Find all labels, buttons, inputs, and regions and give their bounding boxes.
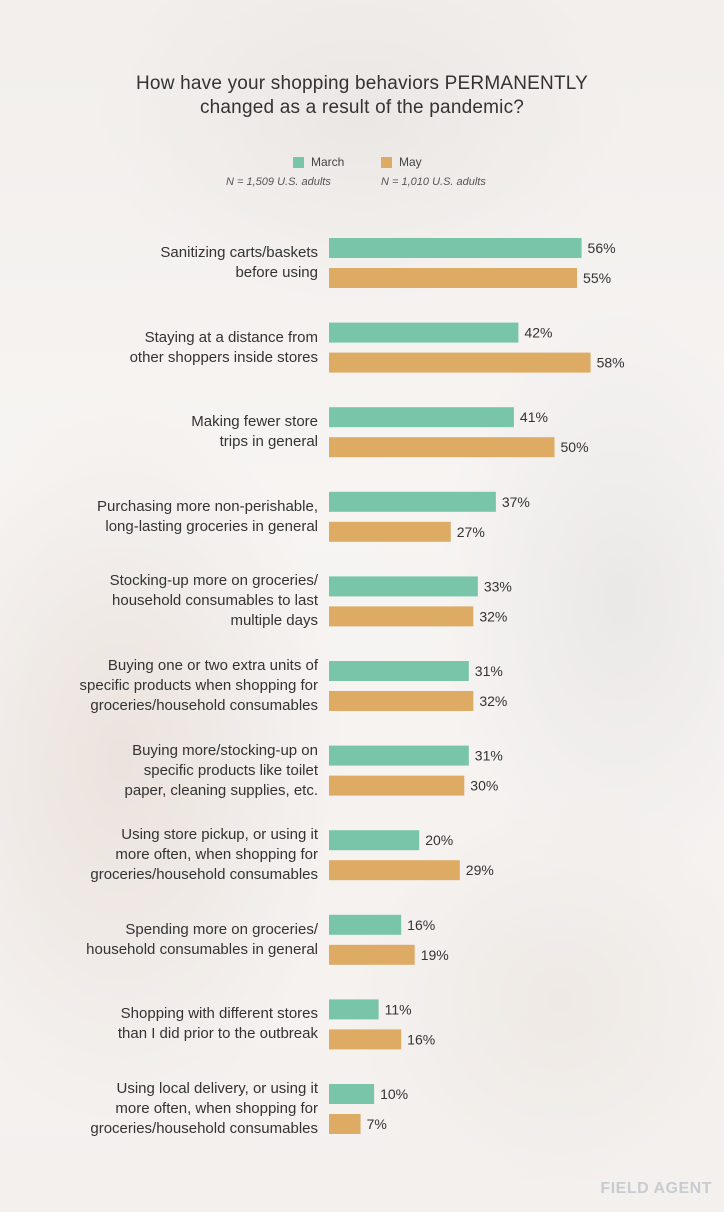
chart-title-line-2: changed as a result of the pandemic? <box>199 97 525 118</box>
data-label-march: 33% <box>484 578 512 594</box>
data-label-may: 16% <box>407 1031 435 1047</box>
bar-may <box>329 437 555 458</box>
category-label-line: Buying more/stocking-up on <box>132 741 318 759</box>
category-label-line: more often, when shopping for <box>115 846 318 864</box>
category-label: Stocking-up more on groceries/household … <box>18 571 318 631</box>
data-label-may: 32% <box>479 608 507 624</box>
data-label-may: 55% <box>583 270 611 286</box>
legend-swatch-may <box>381 157 392 168</box>
bar-march <box>329 745 469 766</box>
category-label-line: groceries/household consumables <box>90 1120 318 1137</box>
data-label-may: 30% <box>470 778 498 794</box>
bar-may <box>329 606 474 627</box>
category-label-line: Sanitizing carts/baskets <box>160 244 318 261</box>
category-label: Buying one or two extra units of specific… <box>18 656 318 716</box>
bar-march <box>329 407 514 428</box>
bar-may <box>329 1029 402 1050</box>
legend-n-march: N = 1,509 U.S. adults <box>226 176 331 188</box>
data-label-may: 29% <box>466 862 494 878</box>
data-label-march: 37% <box>502 494 530 510</box>
data-label-may: 27% <box>457 524 485 540</box>
category-label: Purchasing more non-perishable, long-last… <box>18 497 318 537</box>
bar-march <box>329 238 582 258</box>
data-label-march: 41% <box>520 409 548 425</box>
category-label: Using local delivery, or using it more of… <box>18 1079 318 1139</box>
category-label-line: Shopping with different stores <box>120 1005 318 1023</box>
category-label-line: long-lasting groceries in general <box>105 517 318 535</box>
bar-may <box>329 268 578 288</box>
bar-march <box>329 999 379 1020</box>
legend-n-may: N = 1,010 U.S. adults <box>381 176 486 188</box>
bar-may <box>329 521 451 542</box>
data-label-march: 56% <box>588 240 616 256</box>
category-label-line: multiple days <box>230 612 318 630</box>
bar-march <box>329 661 469 681</box>
category-label-line: than I did prior to the outbreak <box>117 1025 318 1043</box>
category-label: Spending more on groceries/household con… <box>18 920 318 960</box>
data-label-march: 31% <box>475 748 503 764</box>
category-label-line: other shoppers inside stores <box>129 348 318 366</box>
category-label-line: Using store pickup, or using it <box>121 826 318 844</box>
data-label-march: 16% <box>407 917 435 933</box>
data-label-march: 11% <box>385 1001 412 1017</box>
category-label: Buying more/stocking-up on specific produ… <box>18 741 318 801</box>
data-label-may: 19% <box>421 947 449 963</box>
category-label-line: Buying one or two extra units of <box>107 657 318 674</box>
data-label-march: 10% <box>380 1086 408 1102</box>
category-label: Making fewer store trips in general <box>18 412 318 452</box>
bar-may <box>329 352 591 373</box>
data-label-may: 58% <box>597 355 625 371</box>
data-label-may: 50% <box>561 439 589 455</box>
category-label-line: groceries/household consumables <box>90 866 318 884</box>
category-label-line: Staying at a distance from <box>144 328 318 346</box>
data-label-march: 20% <box>425 832 453 848</box>
category-label-line: Using local delivery, or using it <box>116 1080 318 1097</box>
category-label-line: specific products when shopping for <box>79 677 318 694</box>
chart-title-line-1: How have your shopping behaviors PERMANE… <box>136 73 588 94</box>
category-label: Shopping with different stores than I did… <box>18 1004 318 1044</box>
bar-may <box>329 691 474 711</box>
category-label: Sanitizing carts/baskets before using <box>18 243 318 283</box>
data-label-march: 31% <box>475 663 503 679</box>
category-label-line: household consumables to last <box>112 592 318 610</box>
bar-may <box>329 944 415 965</box>
legend-label-march: March <box>311 155 345 169</box>
bar-may <box>329 860 460 881</box>
category-label-line: Making fewer store <box>191 413 318 431</box>
category-label-line: specific products like toilet <box>143 761 318 779</box>
category-label: Using store pickup, or using it more ofte… <box>18 825 318 885</box>
legend-label-may: May <box>399 155 422 169</box>
category-label-line: household consumables in general <box>86 940 318 958</box>
category-label-line: before using <box>235 264 318 281</box>
data-label-may: 32% <box>479 693 507 709</box>
chart-title: How have your shopping behaviors PERMANE… <box>0 72 724 120</box>
category-label-line: groceries/household consumables <box>90 697 318 714</box>
bar-march <box>329 491 496 512</box>
bar-march <box>329 830 420 851</box>
category-label-line: Spending more on groceries/ <box>125 920 318 938</box>
category-label-line: Stocking-up more on groceries/ <box>109 572 318 590</box>
bar-may <box>329 775 465 796</box>
category-label-line: trips in general <box>219 433 318 451</box>
bar-march <box>329 914 402 935</box>
category-label: Staying at a distance from other shoppers… <box>18 328 318 368</box>
category-label-line: Purchasing more non-perishable, <box>97 497 318 515</box>
data-label-may: 7% <box>367 1116 387 1132</box>
data-label-march: 42% <box>524 325 552 341</box>
bar-march <box>329 576 478 597</box>
bar-may <box>329 1114 361 1134</box>
bar-march <box>329 322 519 343</box>
category-label-line: more often, when shopping for <box>115 1100 318 1117</box>
category-label-line: paper, cleaning supplies, etc. <box>124 781 318 799</box>
legend-swatch-march <box>293 157 304 168</box>
field-agent-logo: FIELD AGENT <box>600 1180 712 1197</box>
bar-march <box>329 1084 375 1104</box>
